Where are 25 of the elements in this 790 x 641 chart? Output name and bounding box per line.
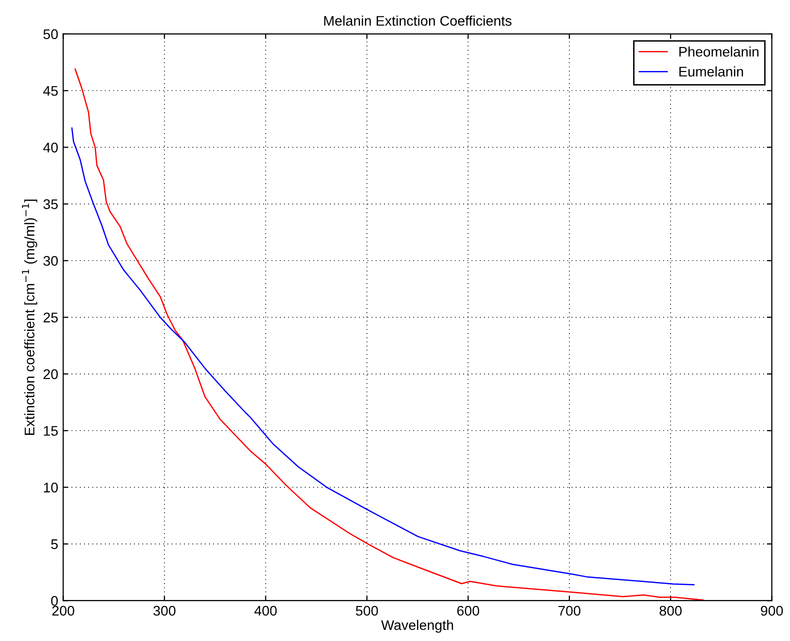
y-tick-label: 40	[43, 142, 58, 152]
y-axis-title: Extinction coefficient [cm$^{−1}$ (mg/ml)$^{−1}$]	[22, 200, 38, 435]
line-series	[71, 127, 695, 586]
x-tick-label: 400	[254, 606, 277, 616]
x-tick-label: 900	[760, 606, 783, 616]
x-tick-label: 300	[153, 606, 176, 616]
y-tick-label: 20	[44, 369, 58, 380]
y-tick-label: 5	[51, 539, 58, 550]
y-tick-label: 35	[43, 199, 58, 210]
x-tick-label: 200	[52, 606, 74, 616]
y-tick-label: 50	[43, 29, 58, 40]
legend-label: Pheomelanin	[679, 46, 758, 57]
x-tick-label: 700	[558, 606, 580, 616]
y-tick-label: 30	[43, 256, 58, 266]
y-tick-label: 45	[43, 86, 58, 96]
x-tick-label: 500	[356, 606, 378, 616]
legend-label: Eumelanin	[679, 66, 743, 77]
y-tick-label: 15	[44, 426, 58, 436]
x-tick-label: 600	[457, 606, 480, 616]
y-tick-label: 10	[44, 482, 58, 492]
chart-title: Melanin Extinction Coefficients	[324, 16, 512, 26]
x-tick-label: 800	[660, 606, 682, 616]
y-tick-label: 0	[51, 596, 58, 606]
y-tick-label: 25	[44, 312, 58, 322]
x-axis-title: Wavelength	[381, 620, 454, 633]
